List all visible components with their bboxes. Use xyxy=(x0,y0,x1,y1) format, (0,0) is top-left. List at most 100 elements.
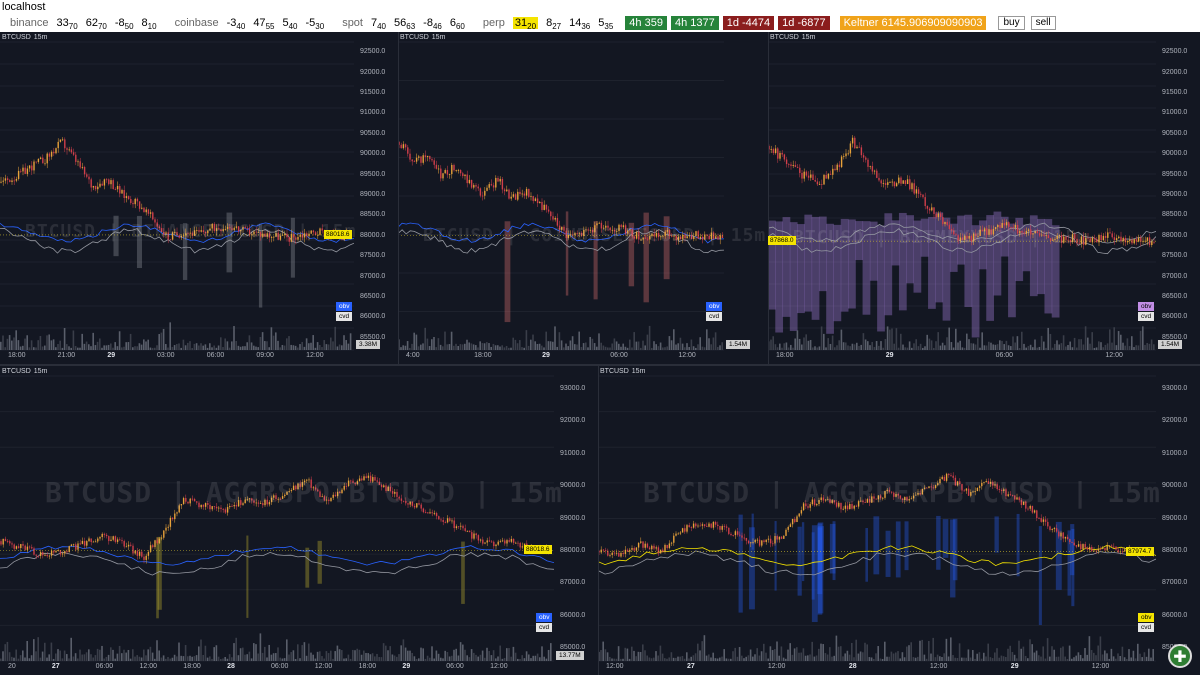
pane-symbol-label[interactable]: BTCUSD 15m xyxy=(600,368,645,375)
candle-body xyxy=(977,235,979,237)
candle-body xyxy=(1118,236,1120,239)
price-axis[interactable] xyxy=(724,32,768,350)
volume-bar xyxy=(132,649,134,661)
ticker-exchange-label: spot xyxy=(342,17,363,29)
obv-tag[interactable]: obv xyxy=(1138,613,1155,622)
pane-divider[interactable] xyxy=(398,32,399,364)
vol-tag[interactable]: 13.77M xyxy=(556,651,584,660)
volume-bar xyxy=(239,346,242,350)
chart-pane[interactable]: BTCUSD 15m BTCUSD | BINANCEBTCUSD | 15m 925… xyxy=(0,32,398,364)
candle-body xyxy=(332,494,334,498)
time-tick: 18:00 xyxy=(776,352,794,359)
volume-bar xyxy=(708,338,710,350)
candle-body xyxy=(1034,231,1036,234)
candle-body xyxy=(26,168,29,174)
obv-tag[interactable]: obv xyxy=(706,302,723,311)
cvd-tag[interactable]: cvd xyxy=(1138,623,1155,632)
candle-body xyxy=(240,229,242,232)
volume-bar xyxy=(712,337,715,350)
time-axis[interactable]: 12:00 27 12:00 28 12:00 29 12:00 xyxy=(598,661,1156,673)
price-axis[interactable]: 92500.0 92000.0 91500.0 91000.0 90500.0 90000… xyxy=(354,32,398,350)
oscillator-band xyxy=(504,221,511,323)
time-axis[interactable]: 20 27 06:00 12:00 18:00 28 06:00 12:00 18:00 29 06… xyxy=(0,661,554,673)
add-chart-button[interactable]: ✚ xyxy=(1168,644,1192,668)
candle-body xyxy=(708,523,710,527)
volume-bar xyxy=(1049,656,1051,661)
chart-pane[interactable]: BTCUSD 15m BTCUSD | COINBASEBTCUSD | 15m ob… xyxy=(398,32,768,364)
cvd-tag[interactable]: cvd xyxy=(1138,312,1155,321)
chart-pane[interactable]: BTCUSD 15m BTCUSD | BITMEXXUSD | 15m 92500.… xyxy=(768,32,1200,364)
volume-bar xyxy=(59,650,61,661)
pane-divider[interactable] xyxy=(0,364,1200,366)
pane-watermark: BTCUSD | AGGRPERPBTCUSD | 15m xyxy=(643,475,1161,509)
chart-pane[interactable]: BTCUSD 15m BTCUSD | AGGRPERPBTCUSD | 15m 93… xyxy=(598,366,1200,675)
candle-body xyxy=(440,168,442,179)
oscillator-band xyxy=(628,222,635,287)
volume-bar xyxy=(156,345,158,350)
candle-body xyxy=(134,198,136,205)
volume-bar xyxy=(483,343,486,350)
volume-bar xyxy=(184,645,187,661)
candle-body xyxy=(957,235,959,241)
price-axis[interactable]: 93000.0 92000.0 91000.0 90000.0 89000.0 88000… xyxy=(554,366,598,661)
volume-bar xyxy=(516,343,519,350)
volume-bar xyxy=(118,331,121,350)
candle-body xyxy=(160,537,163,539)
obv-tag[interactable]: obv xyxy=(1138,302,1155,311)
buy-button[interactable]: buy xyxy=(998,16,1025,31)
chart-canvas[interactable] xyxy=(598,366,1156,673)
volume-bar xyxy=(543,347,545,350)
vol-tag[interactable]: 1.54M xyxy=(726,340,751,349)
ticker-value: 3370 xyxy=(56,17,78,32)
pane-symbol-label[interactable]: BTCUSD 15m xyxy=(400,34,445,41)
volume-bar xyxy=(803,337,805,350)
pane-divider[interactable] xyxy=(768,32,769,364)
candle-body xyxy=(915,189,918,194)
volume-bar xyxy=(825,347,827,350)
volume-bar xyxy=(804,655,807,661)
candle-body xyxy=(125,546,128,548)
obv-tag[interactable]: obv xyxy=(336,302,353,311)
chart-canvas[interactable] xyxy=(768,32,1156,362)
cvd-tag[interactable]: cvd xyxy=(336,312,353,321)
chart-canvas[interactable] xyxy=(0,366,554,673)
price-axis[interactable]: 92500.0 92000.0 91500.0 91000.0 90500.0 90000… xyxy=(1156,32,1200,350)
time-axis[interactable]: 18:00 29 06:00 12:00 xyxy=(768,350,1156,362)
volume-bar xyxy=(734,647,736,661)
pane-symbol-label[interactable]: BTCUSD 15m xyxy=(770,34,815,41)
price-tick: 92000.0 xyxy=(360,68,386,76)
candle-body xyxy=(968,236,970,239)
oscillator-band xyxy=(942,519,949,558)
price-axis[interactable]: 93000.0 92000.0 91000.0 90000.0 89000.0 88000… xyxy=(1156,366,1200,661)
volume-bar xyxy=(959,340,961,350)
time-axis[interactable]: 4:00 18:00 29 06:00 12:00 xyxy=(398,350,724,362)
cvd-tag[interactable]: cvd xyxy=(536,623,553,632)
oscillator-band xyxy=(877,225,885,332)
candle-body xyxy=(114,189,117,190)
pane-divider[interactable] xyxy=(598,366,599,675)
candle-body xyxy=(1129,239,1131,242)
obv-tag[interactable]: obv xyxy=(536,613,553,622)
pane-symbol-label[interactable]: BTCUSD 15m xyxy=(2,34,47,41)
volume-bar xyxy=(1101,654,1104,661)
vol-tag[interactable]: 1.54M xyxy=(1158,340,1183,349)
chart-canvas[interactable] xyxy=(398,32,724,362)
candle-body xyxy=(855,505,858,507)
volume-bar xyxy=(156,640,158,661)
price-tick: 91000.0 xyxy=(1162,109,1188,117)
pane-symbol-label[interactable]: BTCUSD 15m xyxy=(2,368,47,375)
candle-body xyxy=(286,233,288,238)
chart-canvas[interactable] xyxy=(0,32,354,362)
volume-bar xyxy=(387,650,389,661)
candle-body xyxy=(182,235,185,237)
candle-body xyxy=(845,153,847,157)
chart-pane[interactable]: BTCUSD 15m BTCUSD | AGGRSPOTBTCUSD | 15m 93… xyxy=(0,366,598,675)
vol-tag[interactable]: 3.38M xyxy=(356,340,381,349)
cvd-tag[interactable]: cvd xyxy=(706,312,723,321)
time-axis[interactable]: 18:00 21:00 29 03:00 06:00 09:00 12:00 xyxy=(0,350,354,362)
price-tick: 89000.0 xyxy=(1162,190,1188,198)
time-tick: 4:00 xyxy=(406,352,420,359)
candle-body xyxy=(475,185,477,187)
sell-button[interactable]: sell xyxy=(1030,16,1056,31)
candle-body xyxy=(1089,238,1091,243)
